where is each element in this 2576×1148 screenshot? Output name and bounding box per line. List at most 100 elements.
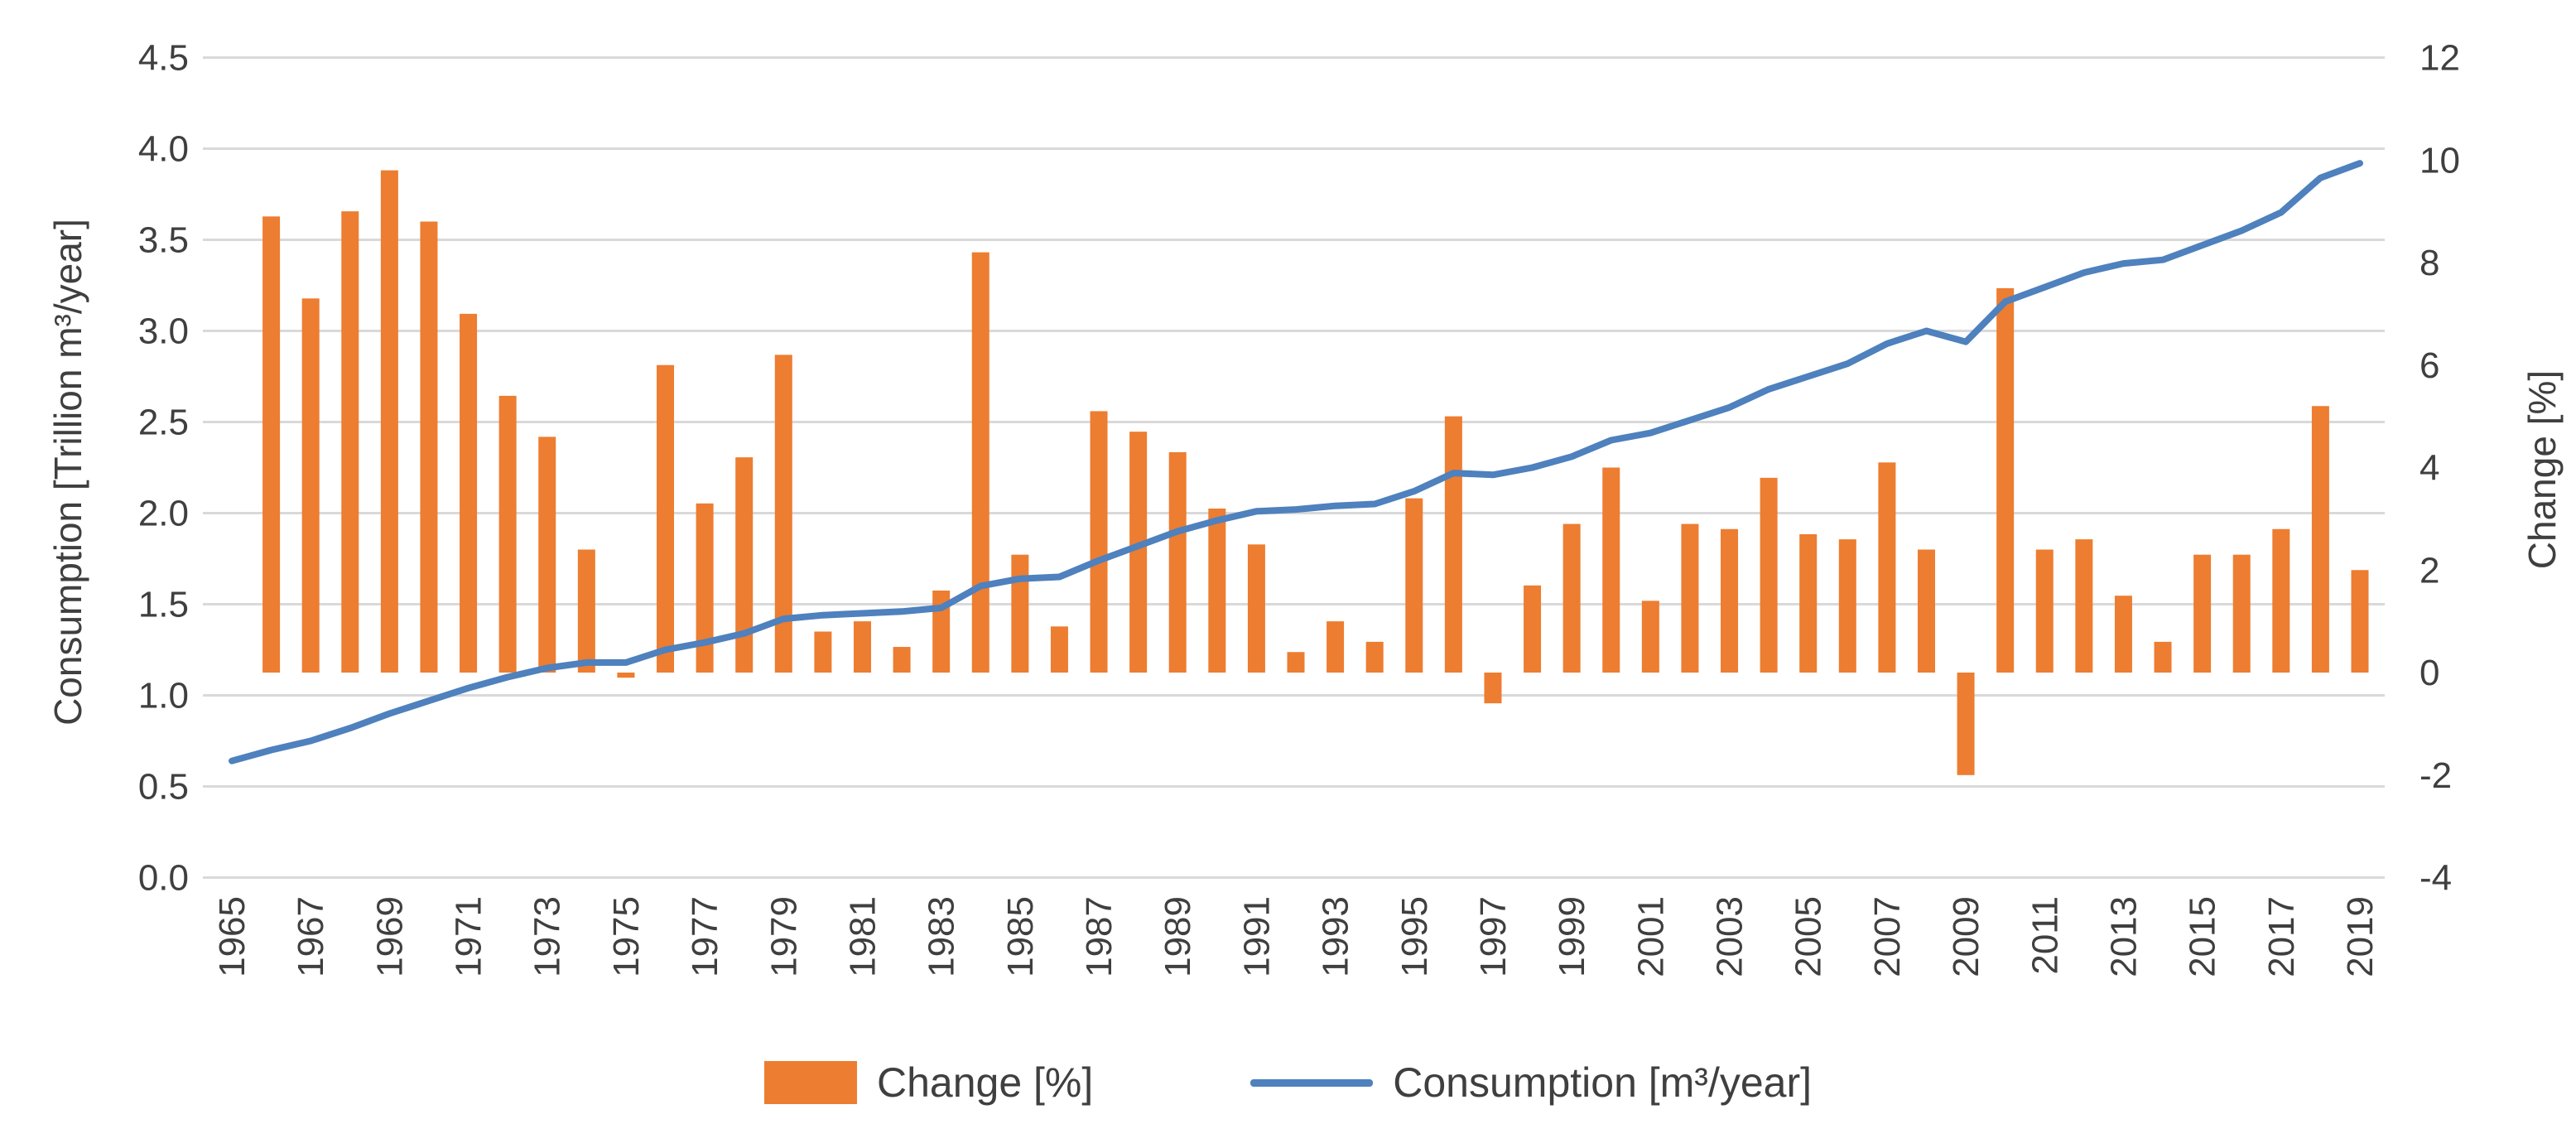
left-tick-label: 1.5 (138, 585, 189, 625)
right-tick-label: 12 (2420, 38, 2460, 79)
x-tick-label: 2005 (1789, 896, 1829, 977)
change-bar-1974 (577, 549, 595, 673)
change-bar-2002 (1681, 523, 1699, 673)
x-tick-label: 1967 (291, 896, 331, 977)
legend-label-change: Change [%] (876, 1059, 1094, 1106)
x-tick-label: 1989 (1158, 896, 1198, 977)
change-bar-1996 (1444, 416, 1462, 673)
change-bar-2003 (1721, 528, 1739, 673)
change-bar-2007 (1878, 462, 1896, 673)
change-bar-1970 (420, 221, 438, 673)
x-tick-label: 2013 (2103, 896, 2144, 977)
change-bar-1972 (498, 395, 517, 673)
left-axis-title: Consumption [Trillion m³/year] (46, 219, 89, 726)
consumption-line (229, 160, 2363, 765)
change-bar-1993 (1327, 621, 1345, 673)
change-bar-1986 (1050, 626, 1068, 673)
left-tick-label: 2.0 (138, 494, 189, 534)
left-tick-label: 3.0 (138, 311, 189, 352)
change-bar-1998 (1524, 585, 1542, 673)
x-tick-label: 1983 (922, 896, 962, 977)
x-tick-label: 2003 (1710, 896, 1750, 977)
change-bar-1966 (262, 216, 281, 673)
change-bar-1992 (1287, 652, 1305, 673)
change-bar-2000 (1602, 467, 1620, 673)
x-tick-label: 1997 (1473, 896, 1514, 977)
change-bar-1980 (814, 631, 832, 673)
right-tick-label: 4 (2420, 448, 2439, 489)
left-tick-label: 3.5 (138, 220, 189, 261)
x-tick-label: 1985 (1000, 896, 1041, 977)
change-bar-1975 (617, 673, 635, 678)
left-tick-label: 4.5 (138, 38, 189, 79)
change-bar-2008 (1917, 549, 1935, 673)
left-tick-label: 4.0 (138, 129, 189, 170)
legend-label-consumption: Consumption [m³/year] (1393, 1059, 1813, 1106)
change-bar-1988 (1129, 432, 1148, 673)
left-tick-label: 0.0 (138, 858, 189, 899)
change-bar-2010 (1996, 287, 2015, 673)
change-bar-1997 (1484, 673, 1502, 704)
change-bar-2014 (2154, 641, 2172, 673)
change-bar-1968 (341, 211, 359, 673)
right-tick-label: 10 (2420, 140, 2460, 181)
change-bar-1982 (893, 647, 911, 673)
change-bar-2005 (1799, 533, 1818, 673)
change-bar-1985 (1011, 554, 1029, 673)
change-bar-1967 (301, 298, 320, 673)
change-bar-1984 (971, 252, 989, 673)
change-bar-2012 (2075, 539, 2093, 673)
change-bar-1995 (1405, 498, 1423, 673)
change-bar-1979 (774, 355, 792, 673)
change-bar-1976 (657, 364, 675, 673)
x-tick-label: 2019 (2340, 896, 2381, 977)
right-tick-label: 6 (2420, 345, 2439, 386)
change-bar-2001 (1641, 601, 1659, 673)
x-tick-label: 2007 (1867, 896, 1908, 977)
change-bar-1981 (853, 621, 871, 673)
right-tick-label: 8 (2420, 243, 2439, 283)
change-bar-2011 (2035, 549, 2054, 673)
right-tick-label: 0 (2420, 653, 2439, 693)
x-tick-label: 2015 (2183, 896, 2223, 977)
legend-item-change: Change [%] (763, 1059, 1094, 1107)
change-bar-1990 (1208, 509, 1226, 673)
x-tick-label: 1995 (1394, 896, 1435, 977)
change-bar-1999 (1562, 523, 1581, 673)
change-bar-2017 (2272, 528, 2290, 673)
x-tick-label: 1973 (527, 896, 568, 977)
change-bar-1977 (696, 503, 714, 673)
change-bar-1989 (1168, 451, 1187, 673)
change-bar-2004 (1760, 477, 1778, 673)
change-bar-2015 (2193, 554, 2212, 673)
change-bar-1973 (538, 437, 556, 673)
left-tick-label: 0.5 (138, 767, 189, 808)
x-tick-label: 1981 (842, 896, 883, 977)
x-tick-label: 1969 (369, 896, 410, 977)
line-swatch-icon (1250, 1078, 1374, 1087)
left-tick-label: 2.5 (138, 403, 189, 443)
x-tick-label: 1987 (1079, 896, 1119, 977)
x-tick-label: 1979 (763, 896, 804, 977)
change-bar-1978 (735, 457, 754, 673)
right-tick-label: 2 (2420, 550, 2439, 591)
right-tick-label: -4 (2420, 858, 2452, 899)
change-bar-2018 (2311, 406, 2329, 673)
left-tick-label: 1.0 (138, 676, 189, 716)
x-tick-label: 1965 (212, 896, 253, 977)
x-tick-label: 1993 (1316, 896, 1356, 977)
change-bar-2006 (1838, 539, 1856, 673)
change-bar-1991 (1247, 544, 1265, 673)
change-bar-1987 (1090, 411, 1108, 673)
x-tick-label: 1975 (606, 896, 647, 977)
legend: Change [%] Consumption [m³/year] (0, 1059, 2576, 1107)
change-bar-1969 (380, 170, 398, 673)
x-tick-label: 2011 (2025, 896, 2065, 975)
change-bar-1971 (460, 313, 478, 673)
x-tick-label: 2009 (1946, 896, 1986, 977)
x-tick-label: 1991 (1236, 896, 1277, 977)
bar-swatch-icon (763, 1061, 857, 1104)
change-bar-2013 (2114, 596, 2132, 673)
